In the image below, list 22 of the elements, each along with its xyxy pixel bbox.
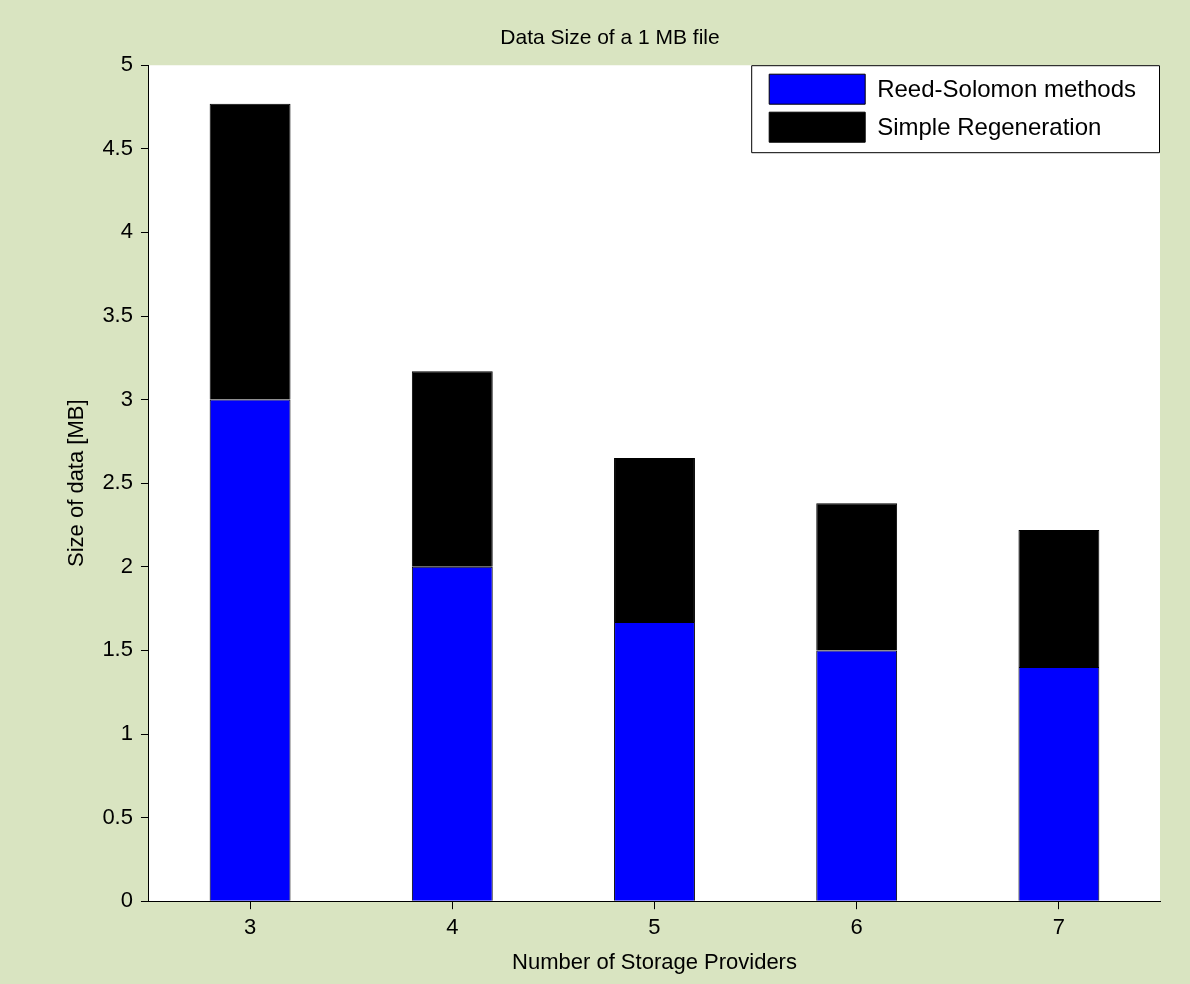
x-tick-label: 6 [850, 914, 863, 940]
y-axis-title: Size of data [MB] [63, 399, 89, 567]
y-tick-label: 0.5 [102, 803, 133, 829]
legend-label: Simple Regeneration [877, 112, 1102, 140]
bar [614, 458, 695, 622]
x-tick-label: 3 [243, 914, 257, 940]
y-tick-label: 0 [120, 887, 133, 913]
x-axis-title: Number of Storage Providers [512, 948, 797, 974]
y-tick-label: 2 [120, 552, 133, 578]
y-tick-label: 1.5 [102, 636, 133, 662]
y-tick-label: 2.5 [102, 469, 133, 495]
y-tick-label: 3.5 [102, 302, 133, 328]
y-tick-label: 4.5 [102, 134, 133, 160]
chart-title: Data Size of a 1 MB file [500, 25, 720, 49]
y-tick-label: 4 [120, 218, 133, 244]
x-tick-label: 4 [446, 914, 459, 940]
legend-label: Reed-Solomon methods [877, 74, 1136, 102]
y-tick-label: 1 [120, 720, 133, 746]
y-tick-label: 3 [120, 385, 133, 411]
y-tick-label: 5 [120, 51, 133, 77]
x-tick-label: 5 [648, 914, 661, 940]
x-tick-label: 7 [1052, 914, 1066, 940]
